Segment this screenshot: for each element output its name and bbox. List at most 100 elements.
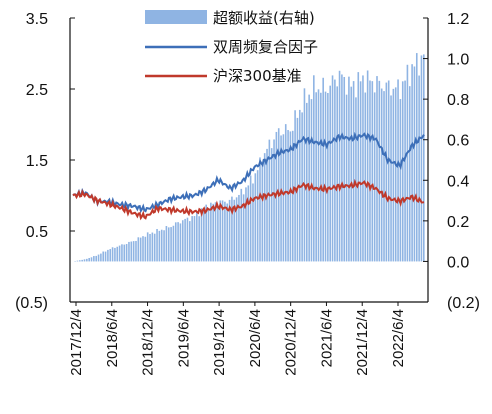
left-tick-label: (0.5) [15,295,48,312]
excess-bar [280,135,282,262]
excess-bar [270,148,273,262]
excess-bar [191,216,193,262]
excess-bar [193,216,196,262]
excess-bar [221,200,224,262]
excess-bar [144,236,147,262]
legend: 超额收益(右轴) 双周频复合因子 沪深300基准 [145,9,318,85]
x-tick-label: 2021/6/4 [318,309,335,367]
excess-bar [93,256,95,262]
excess-bar [385,82,388,262]
excess-bar [121,244,123,262]
excess-bar [214,202,217,262]
excess-bar [256,170,259,262]
excess-bar [336,86,339,262]
excess-bar [100,253,102,262]
benchmark-line [72,178,425,221]
x-tick-labels: 2017/12/4 2018/6/4 2018/12/4 2019/6/4 2019/1… [68,302,407,376]
excess-bar [104,251,107,262]
excess-bar [247,185,250,262]
excess-bar [315,92,317,262]
excess-bar [102,251,105,262]
excess-bar [97,254,100,262]
excess-bar [343,76,346,262]
excess-bar [81,259,83,262]
excess-bar [146,232,149,262]
factor-line [72,131,425,214]
excess-bar [125,244,128,262]
left-tick-label: 1.5 [26,153,48,170]
excess-bar [338,70,341,262]
excess-bar [320,92,322,262]
x-tick-label: 2019/12/4 [211,309,228,376]
excess-bar [228,199,231,262]
excess-bar [355,97,357,262]
excess-bar [132,241,135,262]
excess-bar [224,201,226,262]
left-tick-label: 3.5 [26,11,48,28]
excess-bar [86,258,88,262]
excess-bar [177,222,179,262]
excess-bar [128,241,130,262]
excess-bar [401,81,404,262]
excess-bar [369,80,371,262]
excess-bar [170,227,172,262]
excess-bar [240,188,243,262]
excess-bar [109,249,112,262]
excess-bar [366,70,369,262]
legend-label-benchmark: 沪深300基准 [213,67,302,85]
excess-bar [184,218,186,262]
excess-bar [233,199,236,262]
excess-bar [123,244,126,262]
excess-bar [135,240,137,262]
excess-bar [160,229,163,262]
excess-bar [205,204,207,262]
excess-bar [153,233,156,262]
excess-bar [207,210,210,262]
excess-bar [287,130,289,262]
excess-bar [413,66,416,262]
excess-bar [273,139,275,262]
excess-bar [238,194,240,262]
excess-bar [263,153,266,262]
excess-bar [350,86,353,262]
excess-bar [139,237,142,262]
excess-bar [322,77,324,262]
x-tick-label: 2022/6/4 [390,309,407,367]
excess-bar [83,259,86,262]
excess-bar [313,75,315,262]
excess-bar [235,197,238,262]
excess-bar [254,173,257,262]
excess-bar [189,221,191,262]
excess-bar [242,194,245,262]
excess-bar [181,220,184,262]
excess-bar [394,87,397,262]
excess-bar [275,131,278,262]
excess-bar [383,91,385,262]
excess-bar [418,75,420,262]
excess-bar [423,54,425,262]
excess-bar [348,76,350,262]
excess-bar [219,200,222,262]
excess-bar [378,80,381,262]
excess-bar [172,225,175,262]
right-tick-label: 0.2 [447,214,469,231]
excess-bar [137,237,140,262]
excess-bar [362,75,364,262]
excess-bar [294,110,296,262]
left-tick-label: 2.5 [26,82,48,99]
excess-bar [200,208,203,262]
excess-bar [406,64,409,262]
excess-bar [289,131,292,262]
excess-bar [303,88,306,262]
excess-bar [252,183,254,262]
excess-bar [357,72,360,262]
excess-bar [167,227,170,262]
right-tick-label: 0.4 [447,173,469,190]
excess-bar [158,230,161,262]
excess-bar [95,255,97,262]
excess-bar [306,102,308,262]
excess-bar [156,228,158,262]
excess-bar [179,223,182,262]
excess-bar [151,232,154,262]
